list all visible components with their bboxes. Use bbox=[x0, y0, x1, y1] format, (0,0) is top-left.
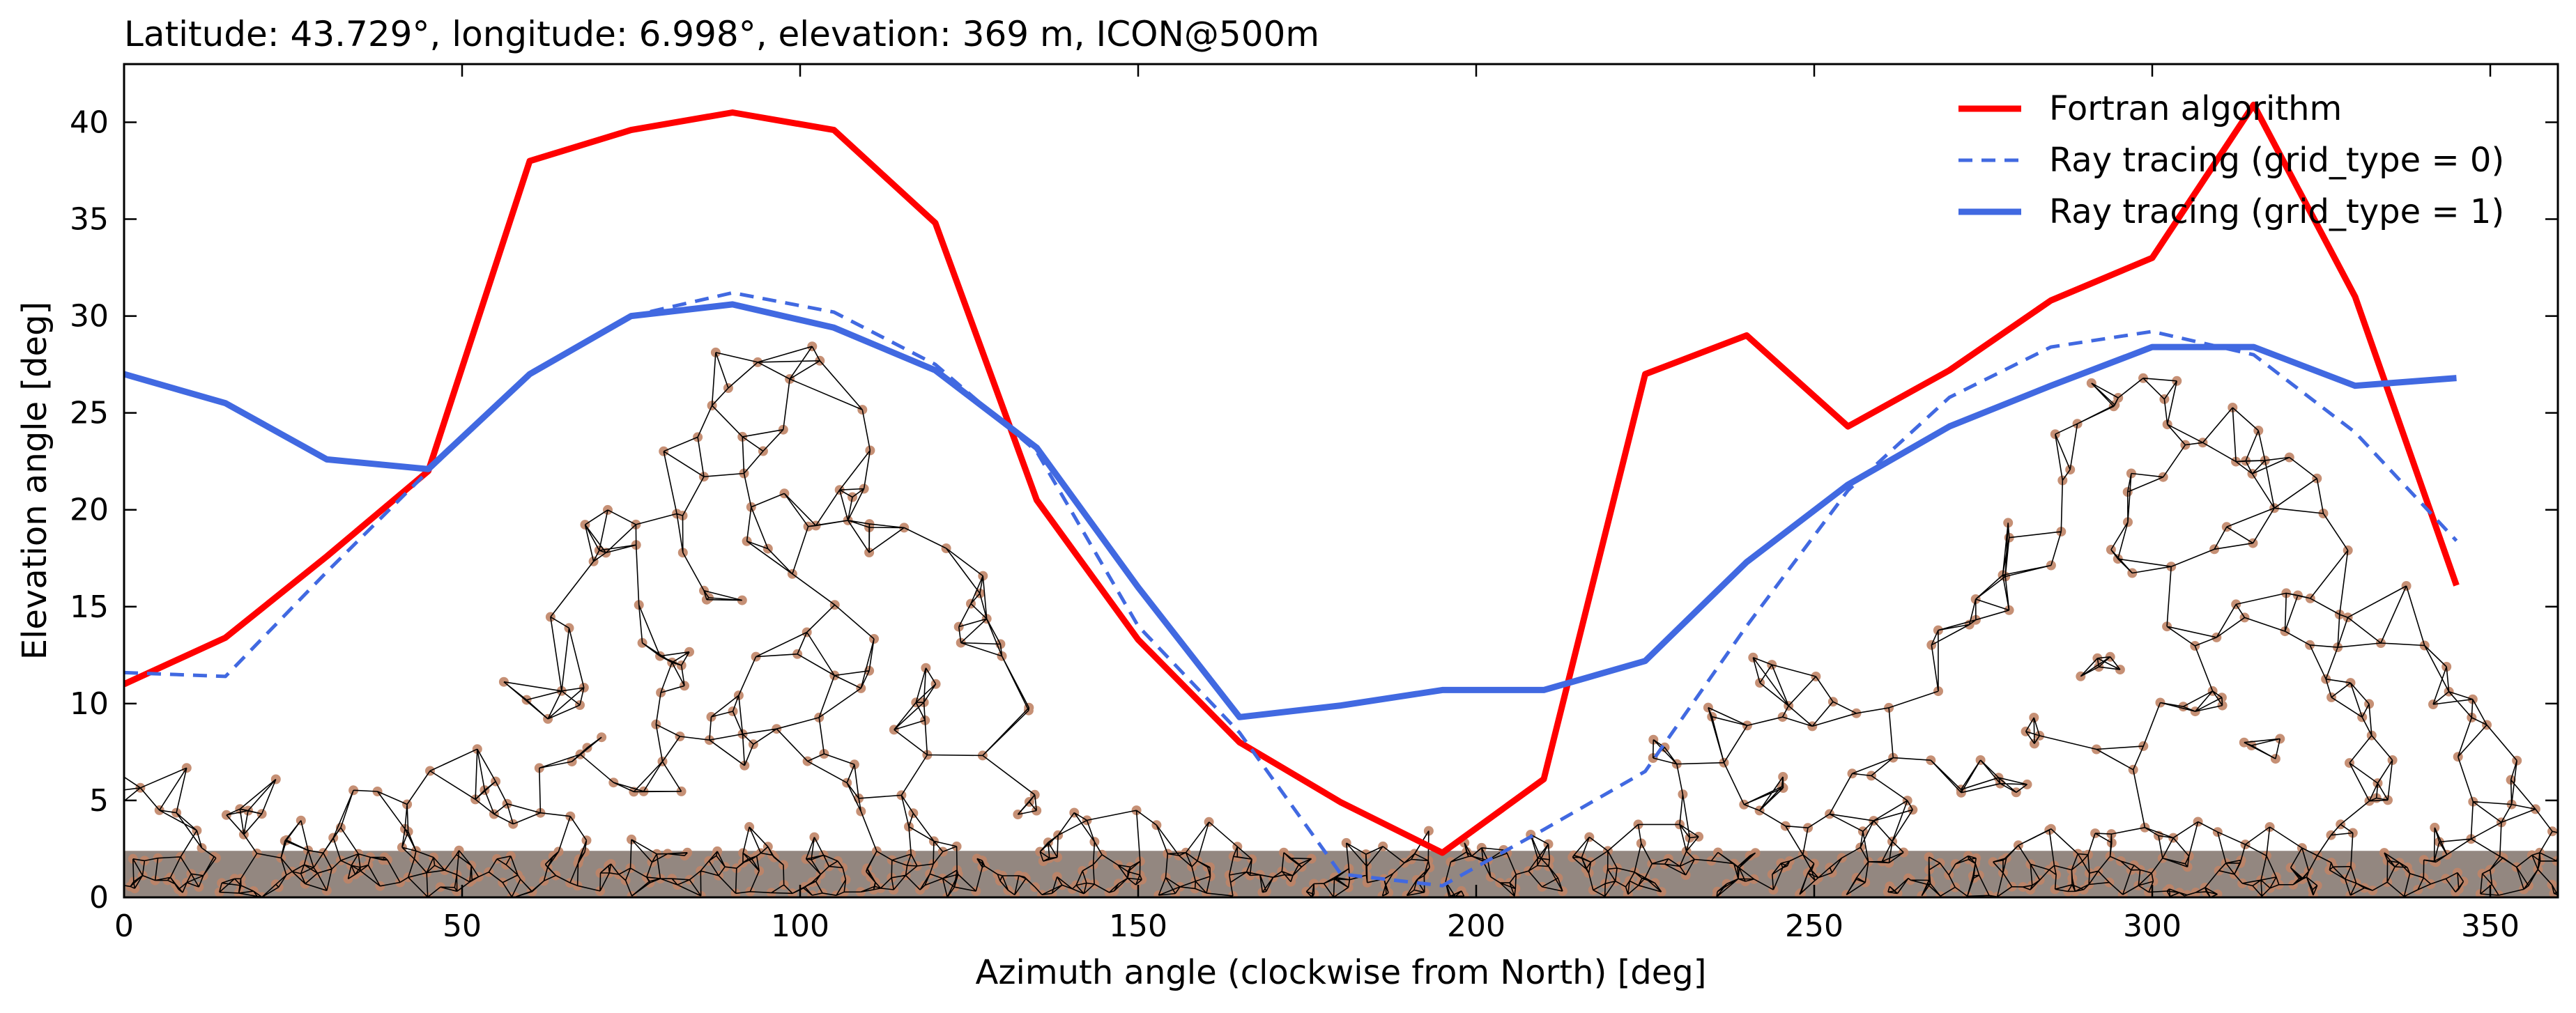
y-tick-label: 30 bbox=[70, 299, 109, 334]
y-tick-label: 25 bbox=[70, 396, 109, 431]
y-tick-label: 35 bbox=[70, 202, 109, 238]
legend-entry-ray-grid1: Ray tracing (grid_type = 1) bbox=[2049, 192, 2504, 231]
legend-entry-fortran: Fortran algorithm bbox=[2049, 89, 2342, 128]
x-tick-label: 0 bbox=[114, 908, 134, 944]
x-tick-label: 300 bbox=[2123, 908, 2182, 944]
x-tick-label: 100 bbox=[771, 908, 829, 944]
x-axis-ticks: 0 50 100 150 200 250 300 350 bbox=[114, 64, 2520, 944]
y-tick-label: 20 bbox=[70, 493, 109, 528]
y-axis-ticks: 0 5 10 15 20 25 30 35 40 bbox=[70, 105, 2558, 915]
x-tick-label: 200 bbox=[1447, 908, 1505, 944]
y-tick-label: 5 bbox=[89, 783, 109, 819]
chart-title: Latitude: 43.729°, longitude: 6.998°, el… bbox=[124, 14, 1319, 54]
x-tick-label: 150 bbox=[1109, 908, 1167, 944]
x-tick-label: 350 bbox=[2461, 908, 2520, 944]
x-tick-label: 250 bbox=[1785, 908, 1843, 944]
terrain-triangulation-mesh bbox=[124, 341, 2558, 897]
series-fortran-line bbox=[124, 101, 2460, 856]
x-tick-label: 50 bbox=[443, 908, 482, 944]
y-axis-label: Elevation angle [deg] bbox=[15, 302, 54, 660]
x-axis-label: Azimuth angle (clockwise from North) [de… bbox=[976, 953, 1707, 992]
y-tick-label: 40 bbox=[70, 105, 109, 140]
legend: Fortran algorithm Ray tracing (grid_type … bbox=[1958, 89, 2504, 231]
legend-entry-ray-grid0: Ray tracing (grid_type = 0) bbox=[2049, 141, 2504, 180]
plot-frame bbox=[123, 63, 2559, 899]
y-tick-label: 0 bbox=[89, 880, 109, 915]
terrain-edges bbox=[124, 346, 2558, 897]
terrain-vertices bbox=[125, 341, 2558, 897]
series-ray-grid1-line bbox=[124, 301, 2457, 720]
y-tick-label: 15 bbox=[70, 589, 109, 625]
series-layer bbox=[124, 101, 2460, 888]
y-tick-label: 10 bbox=[70, 686, 109, 722]
